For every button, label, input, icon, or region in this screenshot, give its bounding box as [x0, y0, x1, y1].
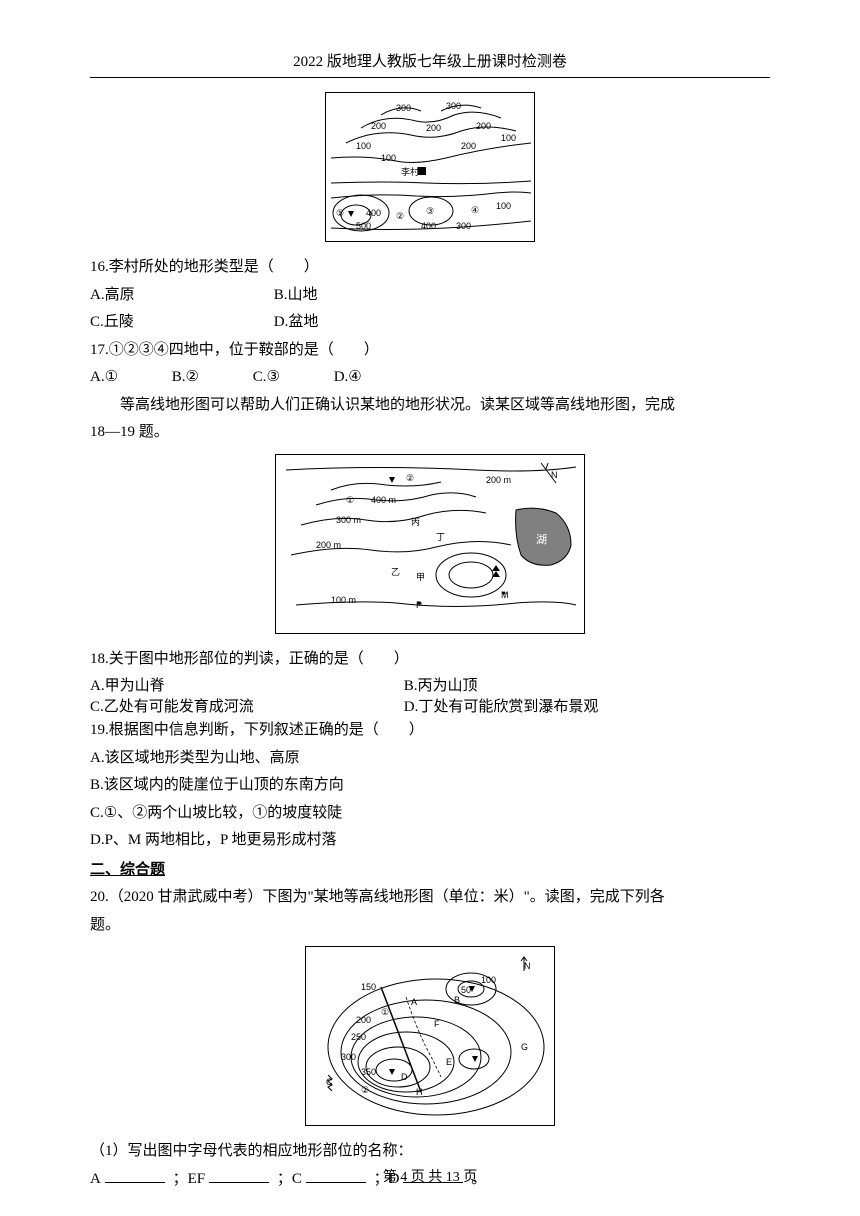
- contour-label: ②: [361, 1085, 369, 1096]
- contour-label: P: [416, 600, 422, 610]
- q16-opt-d: D.盆地: [274, 310, 319, 336]
- contour-map-3: [306, 947, 556, 1127]
- contour-label: E: [446, 1057, 452, 1067]
- figure-2-wrap: 湖 ② 200 m N ① 400 m 300 m 丙丁 200 m 乙 甲 100 m P M: [90, 454, 770, 639]
- contour-label: 100: [496, 201, 511, 211]
- q17-opt-b: B.②: [172, 365, 199, 391]
- q17-opt-d: D.④: [334, 365, 362, 391]
- q19-opt-a: A.该区域地形类型为山地、高原: [90, 746, 770, 772]
- contour-label: N: [524, 961, 531, 971]
- contour-label: 400 m: [371, 495, 396, 505]
- q16-opt-a: A.高原: [90, 283, 230, 309]
- q16-opt-c: C.丘陵: [90, 310, 230, 336]
- q19-opt-b: B.该区域内的陡崖位于山顶的东南方向: [90, 773, 770, 799]
- contour-label: 100 m: [331, 595, 356, 605]
- page-header: 2022 版地理人教版七年级上册课时检测卷: [90, 50, 770, 78]
- figure-1: 300300200200200100200100100李村①400②③④1005…: [325, 92, 535, 242]
- contour-label: D: [401, 1072, 408, 1082]
- contour-label: 300: [446, 101, 461, 111]
- q20-1-stem: （1）写出图中字母代表的相应地形部位的名称：: [90, 1139, 770, 1165]
- contour-label: ③: [426, 206, 434, 217]
- contour-label: 200: [356, 1015, 371, 1025]
- figure-3-wrap: N 100 50 150 A B ① 200 F 250 G 300 E 350 D C ② H: [90, 946, 770, 1131]
- q18-stem: 18.关于图中地形部位的判读，正确的是（ ）: [90, 647, 770, 673]
- q18-opt-b: B.丙为山顶: [404, 674, 714, 695]
- figure-2: 湖 ② 200 m N ① 400 m 300 m 丙丁 200 m 乙 甲 100 m P M: [275, 454, 585, 634]
- contour-label: 100: [481, 975, 496, 985]
- q16-stem: 16.李村所处的地形类型是（ ）: [90, 255, 770, 281]
- q20-stem-a: 20.（2020 甘肃武威中考）下图为"某地等高线地形图（单位：米）"。读图，完…: [90, 885, 770, 911]
- contour-label: 200: [371, 121, 386, 131]
- contour-label: ②: [396, 211, 404, 222]
- contour-label: H: [416, 1087, 423, 1097]
- contour-label: 250: [351, 1032, 366, 1042]
- q18-opts-row2: C.乙处有可能发育成河流 D.丁处有可能欣赏到瀑布景观: [90, 695, 770, 716]
- contour-label: 100: [501, 133, 516, 143]
- figure-1-wrap: 300300200200200100200100100李村①400②③④1005…: [90, 92, 770, 247]
- contour-label: 李村: [401, 165, 419, 178]
- contour-label: 丙: [411, 515, 420, 528]
- contour-label: 200: [426, 123, 441, 133]
- contour-label: 100: [381, 153, 396, 163]
- q18-opt-c: C.乙处有可能发育成河流: [90, 695, 400, 716]
- q17-opt-c: C.③: [253, 365, 280, 391]
- contour-label: 300: [341, 1052, 356, 1062]
- q19-opt-c: C.①、②两个山坡比较，①的坡度较陡: [90, 801, 770, 827]
- figure-3: N 100 50 150 A B ① 200 F 250 G 300 E 350 D C ② H: [305, 946, 555, 1126]
- q16-opts-row1: A.高原 B.山地: [90, 283, 770, 309]
- contour-label: 300: [396, 103, 411, 113]
- contour-label: 200 m: [486, 475, 511, 485]
- contour-label: F: [434, 1019, 440, 1029]
- contour-label: A: [411, 997, 417, 1007]
- q19-stem: 19.根据图中信息判断，下列叙述正确的是（ ）: [90, 718, 770, 744]
- contour-label: ①: [346, 495, 354, 506]
- contour-label: 400: [421, 221, 436, 231]
- contour-label: G: [521, 1042, 528, 1052]
- q19-opt-d: D.P、M 两地相比，P 地更易形成村落: [90, 828, 770, 854]
- q16-opts-row2: C.丘陵 D.盆地: [90, 310, 770, 336]
- contour-label: 300: [456, 221, 471, 231]
- contour-label: N: [551, 470, 558, 480]
- contour-label: B: [454, 995, 460, 1005]
- contour-label: 丁: [436, 530, 445, 543]
- contour-label: 300 m: [336, 515, 361, 525]
- contour-label: 200: [476, 121, 491, 131]
- q20-stem-b: 题。: [90, 913, 770, 939]
- q18-opts-row1: A.甲为山脊 B.丙为山顶: [90, 674, 770, 695]
- q17-opts: A.① B.② C.③ D.④: [90, 365, 770, 391]
- section-2-title: 二、综合题: [90, 858, 770, 884]
- q18-opt-a: A.甲为山脊: [90, 674, 400, 695]
- contour-label: ①: [381, 1007, 389, 1018]
- contour-label: 500: [356, 221, 371, 231]
- contour-label: 乙: [391, 565, 400, 578]
- contour-label: 400: [366, 208, 381, 218]
- contour-label: 200: [461, 141, 476, 151]
- contour-label: C: [326, 1077, 333, 1087]
- contour-label: 200 m: [316, 540, 341, 550]
- contour-label: ①: [336, 208, 344, 219]
- page-footer: 第 4 页 共 13 页: [0, 1166, 860, 1186]
- contour-label: 150: [361, 982, 376, 992]
- svg-text:湖: 湖: [536, 533, 547, 546]
- q18-opt-d: D.丁处有可能欣赏到瀑布景观: [404, 695, 714, 716]
- q16-opt-b: B.山地: [274, 283, 318, 309]
- contour-label: 350: [361, 1067, 376, 1077]
- q17-opt-a: A.①: [90, 365, 118, 391]
- intro-18-19-b: 18—19 题。: [90, 420, 770, 446]
- contour-label: ②: [406, 473, 414, 484]
- contour-label: ④: [471, 205, 479, 216]
- q17-stem: 17.①②③④四地中，位于鞍部的是（ ）: [90, 338, 770, 364]
- contour-label: M: [501, 590, 509, 600]
- contour-label: 50: [461, 985, 471, 995]
- contour-label: 甲: [416, 570, 425, 583]
- contour-label: 100: [356, 141, 371, 151]
- intro-18-19-a: 等高线地形图可以帮助人们正确认识某地的地形状况。读某区域等高线地形图，完成: [90, 393, 770, 419]
